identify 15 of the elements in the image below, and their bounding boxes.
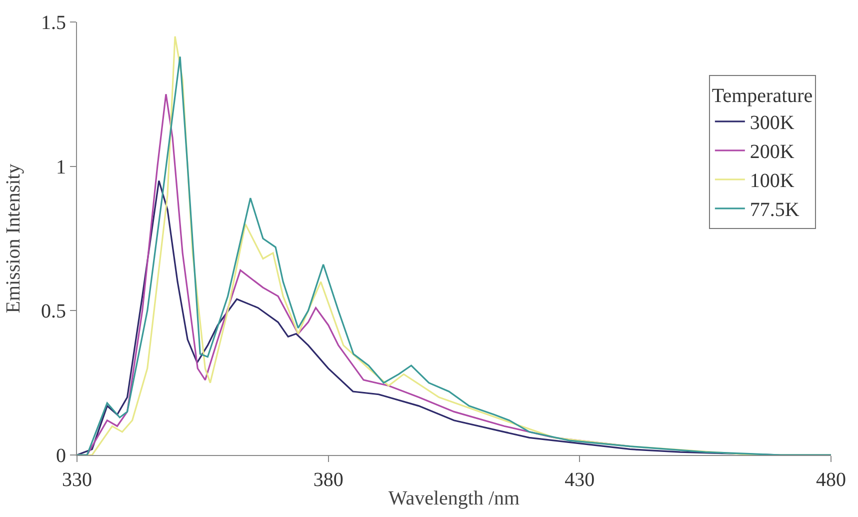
- legend-label: 77.5K: [750, 199, 800, 222]
- y-tick-label: 1: [56, 156, 66, 178]
- x-tick-label: 430: [564, 469, 595, 491]
- x-axis-title: Wavelength /nm: [388, 488, 520, 510]
- legend-title: Temperature: [712, 84, 813, 107]
- y-axis-title: Emission Intensity: [2, 164, 24, 314]
- legend-label: 200K: [750, 141, 795, 164]
- x-tick-label: 480: [816, 469, 846, 491]
- x-tick-label: 330: [62, 469, 92, 491]
- y-tick-label: 1.5: [41, 12, 66, 34]
- y-tick-label: 0.5: [41, 300, 66, 323]
- legend-label: 300K: [750, 112, 795, 134]
- x-tick-label: 380: [313, 469, 344, 491]
- y-tick-label: 0: [56, 445, 66, 467]
- legend-label: 100K: [750, 170, 795, 192]
